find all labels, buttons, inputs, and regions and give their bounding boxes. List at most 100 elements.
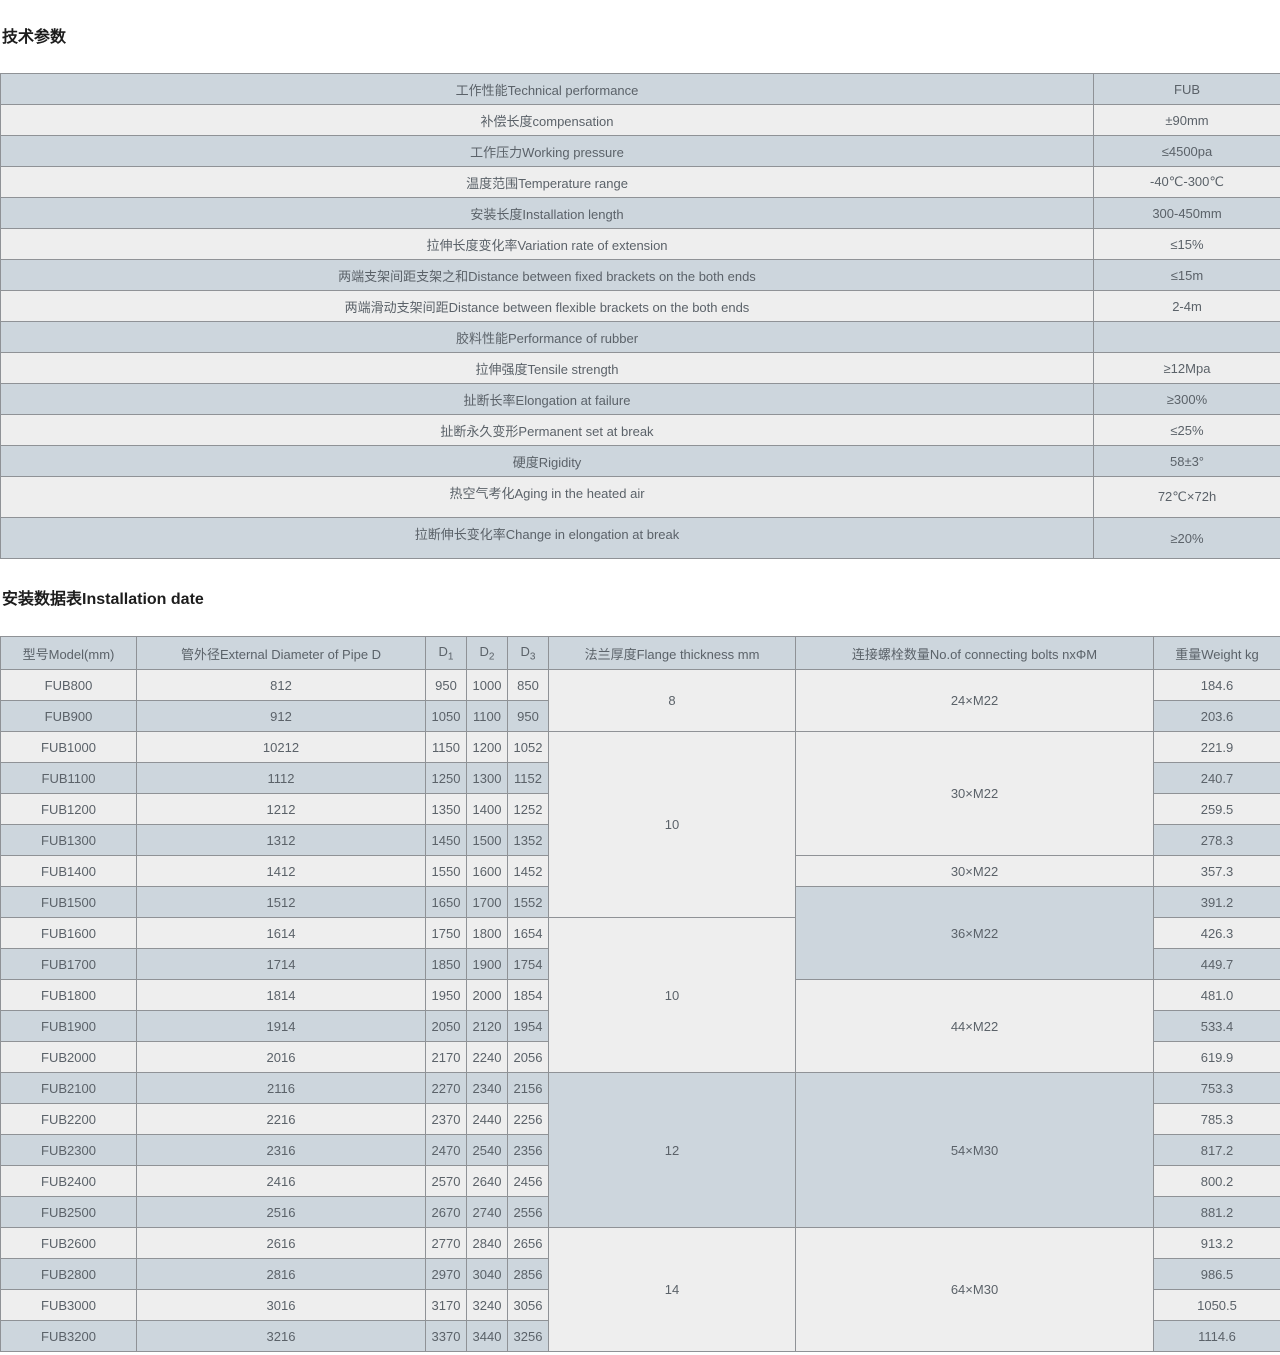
- tech-param-row: 温度范围Temperature range -40℃-300℃: [0, 166, 1280, 198]
- d1-cell: 2170: [425, 1041, 467, 1073]
- d3-cell: 2456: [507, 1165, 549, 1197]
- tech-param-label: 两端滑动支架间距Distance between flexible bracke…: [0, 290, 1094, 322]
- bolts-cell: 54×M30: [795, 1072, 1154, 1228]
- tech-param-label: 热空气考化Aging in the heated air: [0, 476, 1094, 518]
- model-cell: FUB2100: [0, 1072, 137, 1104]
- diameter-cell: 1914: [136, 1010, 426, 1042]
- model-cell: FUB2000: [0, 1041, 137, 1073]
- weight-cell: 1114.6: [1153, 1320, 1280, 1352]
- d3-cell: 1854: [507, 979, 549, 1011]
- d2-cell: 1600: [466, 855, 508, 887]
- diameter-cell: 3016: [136, 1289, 426, 1321]
- diameter-cell: 912: [136, 700, 426, 732]
- bolts-cell: 44×M22: [795, 979, 1154, 1073]
- d3-cell: 2356: [507, 1134, 549, 1166]
- col-flange-thickness: 法兰厚度Flange thickness mm: [548, 636, 796, 670]
- tech-param-value: 300-450mm: [1093, 197, 1280, 229]
- d1-cell: 1850: [425, 948, 467, 980]
- tech-param-label: 拉断伸长变化率Change in elongation at break: [0, 517, 1094, 559]
- tech-param-label: 安装长度Installation length: [0, 197, 1094, 229]
- diameter-cell: 812: [136, 669, 426, 701]
- flange-cell: 8: [548, 669, 796, 732]
- d1-cell: 950: [425, 669, 467, 701]
- tech-params-table: 工作性能Technical performance FUB 补偿长度compens…: [0, 73, 1280, 559]
- tech-param-row: 胶料性能Performance of rubber: [0, 321, 1280, 353]
- weight-cell: 753.3: [1153, 1072, 1280, 1104]
- d3-cell: 3256: [507, 1320, 549, 1352]
- d2-cell: 2240: [466, 1041, 508, 1073]
- installation-row: FUB1600 1614 1750 1800 1654 10 426.3: [0, 917, 1280, 1073]
- d2-cell: 1800: [466, 917, 508, 949]
- tech-param-value: ≤4500pa: [1093, 135, 1280, 167]
- tech-param-value: -40℃-300℃: [1093, 166, 1280, 198]
- d1-cell: 3170: [425, 1289, 467, 1321]
- tech-param-value: 72℃×72h: [1093, 476, 1280, 518]
- d3-cell: 1052: [507, 731, 549, 763]
- d2-cell: 1200: [466, 731, 508, 763]
- d2-cell: 2340: [466, 1072, 508, 1104]
- installation-row: FUB2000 2016 2170 2240 2056 619.9: [0, 1041, 1280, 1073]
- installation-row: FUB900 912 1050 1100 950 203.6: [0, 700, 1280, 732]
- weight-cell: 800.2: [1153, 1165, 1280, 1197]
- d2-cell: 1000: [466, 669, 508, 701]
- tech-param-row: 两端支架间距支架之和Distance between fixed bracket…: [0, 259, 1280, 291]
- installation-row: FUB3200 3216 3370 3440 3256 1114.6: [0, 1320, 1280, 1352]
- installation-row: FUB1300 1312 1450 1500 1352 278.3: [0, 824, 1280, 856]
- tech-param-row: 拉断伸长变化率Change in elongation at break ≥20%: [0, 517, 1280, 559]
- d3-cell: 2656: [507, 1227, 549, 1259]
- weight-cell: 817.2: [1153, 1134, 1280, 1166]
- tech-param-value: ≤15m: [1093, 259, 1280, 291]
- installation-header-row: 型号Model(mm) 管外径External Diameter of Pipe…: [0, 636, 1280, 670]
- installation-row: FUB1500 1512 1650 1700 1552 36×M22 391.2: [0, 886, 1280, 980]
- diameter-cell: 2616: [136, 1227, 426, 1259]
- d3-cell: 2556: [507, 1196, 549, 1228]
- d3-cell: 1152: [507, 762, 549, 794]
- bolts-cell: 24×M22: [795, 669, 1154, 732]
- diameter-cell: 1112: [136, 762, 426, 794]
- weight-cell: 203.6: [1153, 700, 1280, 732]
- d3-cell: 3056: [507, 1289, 549, 1321]
- installation-row: FUB2300 2316 2470 2540 2356 817.2: [0, 1134, 1280, 1166]
- col-diameter: 管外径External Diameter of Pipe D: [136, 636, 426, 670]
- d1-cell: 2670: [425, 1196, 467, 1228]
- tech-param-label: 扯断永久变形Permanent set at break: [0, 414, 1094, 446]
- d2-cell: 1400: [466, 793, 508, 825]
- d3-cell: 2856: [507, 1258, 549, 1290]
- model-cell: FUB1400: [0, 855, 137, 887]
- bolts-cell: 30×M22: [795, 855, 1154, 887]
- weight-cell: 426.3: [1153, 917, 1280, 949]
- d1-cell: 2270: [425, 1072, 467, 1104]
- col-connecting-bolts: 连接螺栓数量No.of connecting bolts nxΦM: [795, 636, 1154, 670]
- d3-cell: 1452: [507, 855, 549, 887]
- model-cell: FUB1300: [0, 824, 137, 856]
- installation-row: FUB1400 1412 1550 1600 1452 30×M22 357.3: [0, 855, 1280, 887]
- diameter-cell: 1714: [136, 948, 426, 980]
- d3-cell: 1252: [507, 793, 549, 825]
- tech-param-row: 扯断永久变形Permanent set at break ≤25%: [0, 414, 1280, 446]
- d1-cell: 2570: [425, 1165, 467, 1197]
- tech-param-label: 补偿长度compensation: [0, 104, 1094, 136]
- diameter-cell: 2516: [136, 1196, 426, 1228]
- diameter-cell: 10212: [136, 731, 426, 763]
- d1-cell: 2050: [425, 1010, 467, 1042]
- bolts-cell: 30×M22: [795, 731, 1154, 856]
- tech-param-row: 硬度Rigidity 58±3°: [0, 445, 1280, 477]
- d1-cell: 1250: [425, 762, 467, 794]
- tech-param-label: 温度范围Temperature range: [0, 166, 1094, 198]
- tech-param-value: 58±3°: [1093, 445, 1280, 477]
- diameter-cell: 1512: [136, 886, 426, 918]
- d1-cell: 1150: [425, 731, 467, 763]
- diameter-cell: 2316: [136, 1134, 426, 1166]
- installation-row: FUB1100 1112 1250 1300 1152 240.7: [0, 762, 1280, 794]
- weight-cell: 619.9: [1153, 1041, 1280, 1073]
- d1-cell: 2970: [425, 1258, 467, 1290]
- tech-param-value: ≤25%: [1093, 414, 1280, 446]
- d1-cell: 1050: [425, 700, 467, 732]
- d2-cell: 1500: [466, 824, 508, 856]
- installation-row: FUB1700 1714 1850 1900 1754 449.7: [0, 948, 1280, 980]
- bolts-cell: 64×M30: [795, 1227, 1154, 1352]
- installation-row: FUB1800 1814 1950 2000 1854 44×M22 481.0: [0, 979, 1280, 1073]
- flange-cell: 10: [548, 731, 796, 918]
- d1-cell: 1950: [425, 979, 467, 1011]
- d3-cell: 850: [507, 669, 549, 701]
